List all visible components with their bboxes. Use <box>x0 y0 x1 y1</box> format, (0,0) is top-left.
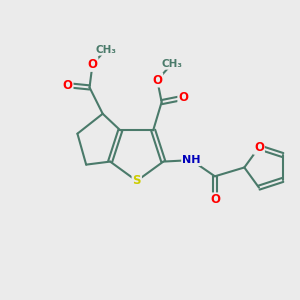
Text: O: O <box>88 58 98 71</box>
Text: O: O <box>63 79 73 92</box>
Text: O: O <box>210 194 220 206</box>
Text: CH₃: CH₃ <box>161 59 182 69</box>
Text: O: O <box>254 141 264 154</box>
Text: CH₃: CH₃ <box>95 45 116 55</box>
Text: O: O <box>178 91 188 104</box>
Text: NH: NH <box>182 155 201 165</box>
Text: O: O <box>152 74 162 86</box>
Text: S: S <box>133 174 141 188</box>
